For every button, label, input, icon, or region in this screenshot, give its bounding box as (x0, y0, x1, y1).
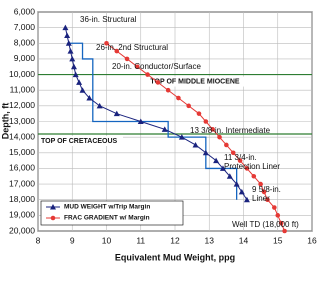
marker (62, 24, 69, 31)
legend-label: FRAC GRADIENT w/ Margin (64, 215, 150, 222)
marker (251, 173, 257, 179)
annotation: 36-in. Structural (80, 15, 137, 24)
marker (237, 158, 243, 163)
marker (233, 181, 240, 187)
formation-label: TOP OF CRETACEOUS (41, 138, 118, 145)
y-tick-label: 10,000 (9, 69, 35, 79)
y-tick-label: 14,000 (9, 131, 35, 141)
y-tick-label: 16,000 (9, 163, 35, 173)
legend-marker (50, 204, 56, 210)
marker (113, 110, 120, 117)
marker (275, 213, 281, 218)
marker (213, 157, 220, 164)
marker (230, 150, 236, 156)
y-tick-label: 17,000 (9, 178, 35, 188)
marker (155, 80, 161, 85)
marker (238, 188, 245, 195)
annotation: 9 5/8-in. (252, 185, 281, 194)
y-tick-label: 6,000 (14, 6, 36, 16)
x-tick-label: 9 (70, 235, 75, 245)
marker (135, 64, 140, 70)
marker (67, 48, 74, 54)
marker (186, 103, 191, 109)
marker (203, 119, 209, 124)
annotation: Well TD (18,000 ft) (232, 220, 299, 229)
marker (176, 95, 181, 101)
y-axis-title: Depth, ft (0, 103, 10, 140)
marker (258, 181, 263, 187)
casing-design-line (67, 42, 238, 200)
x-tick-label: 10 (102, 235, 112, 245)
marker (161, 126, 168, 132)
x-tick-label: 8 (36, 235, 41, 245)
marker (64, 32, 71, 38)
x-axis-title: Equivalent Mud Weight, ppg (115, 252, 235, 262)
marker (261, 189, 267, 195)
y-tick-label: 12,000 (9, 100, 35, 110)
annotation: 26-in. 2nd Structural (96, 43, 168, 52)
y-tick-label: 9,000 (14, 53, 36, 63)
x-tick-label: 11 (136, 235, 145, 245)
x-tick-label: 12 (170, 235, 180, 245)
x-tick-label: 16 (307, 235, 317, 245)
marker (217, 134, 222, 140)
marker (244, 166, 250, 171)
marker (226, 173, 233, 179)
legend-box (40, 200, 184, 226)
marker (124, 56, 130, 62)
y-tick-label: 13,000 (9, 116, 35, 126)
formation-label-bg (39, 136, 123, 147)
marker (145, 72, 150, 77)
y-tick-label: 18,000 (9, 194, 35, 204)
x-tick-label: 15 (273, 235, 283, 245)
marker (104, 40, 109, 46)
legend: MUD WEIGHT w/Trip Margin FRAC GRADIENT w/… (40, 200, 184, 226)
marker (178, 134, 185, 140)
marker (165, 87, 171, 93)
marker (72, 71, 79, 78)
formation-label: TOP OF MIDDLE MIOCENE (150, 78, 240, 85)
y-tick-label: 19,000 (9, 210, 35, 220)
marker (272, 205, 277, 210)
marker (96, 102, 103, 109)
annotation: 13 3/8-in. Intermediate (190, 126, 271, 135)
formation-label-bg (145, 76, 245, 87)
y-tick-label: 20,000 (9, 225, 35, 235)
annotation: 20-in. Conductor/Surface (112, 62, 201, 71)
marker (196, 111, 202, 116)
marker (202, 149, 209, 156)
legend-label: MUD WEIGHT w/Trip Margin (64, 204, 150, 211)
legend-marker (50, 215, 56, 221)
marker (86, 95, 93, 101)
marker (69, 55, 76, 62)
annotation: 11 3/4-in. (224, 153, 257, 162)
y-tick-label: 7,000 (14, 22, 36, 32)
annotation: Liner (252, 194, 270, 203)
marker (70, 63, 77, 70)
marker (278, 220, 284, 226)
marker (192, 141, 199, 148)
y-tick-label: 8,000 (14, 38, 36, 48)
y-tick-label: 11,000 (10, 84, 36, 94)
annotation: Protection Liner (224, 162, 280, 171)
marker (79, 87, 86, 93)
x-tick-label: 13 (205, 235, 215, 245)
marker (114, 48, 120, 54)
marker (219, 165, 226, 171)
marker (210, 127, 215, 132)
marker (65, 40, 72, 46)
x-tick-label: 14 (239, 235, 249, 245)
y-tick-label: 15,000 (9, 147, 35, 157)
marker (137, 118, 144, 124)
marker (265, 197, 270, 203)
marker (243, 196, 250, 203)
marker (224, 142, 229, 148)
marker (282, 228, 287, 234)
marker (76, 79, 83, 85)
